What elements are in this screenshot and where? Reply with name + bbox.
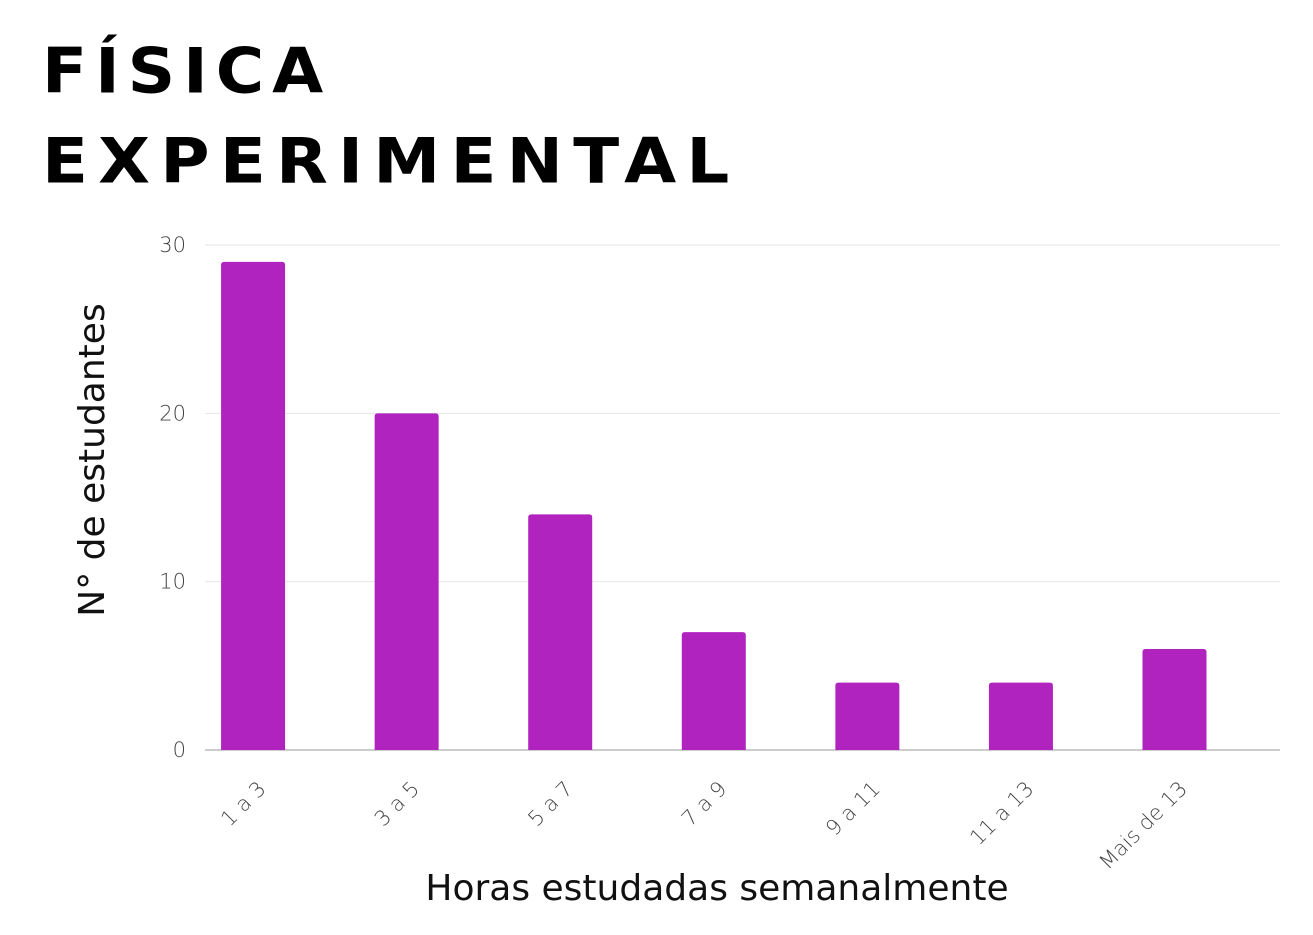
x-tick-label: 9 a 11 — [821, 777, 885, 841]
x-tick-labels: 1 a 3 3 a 5 5 a 7 7 a 9 9 a 11 11 a 13 Mais de… — [216, 777, 1192, 875]
x-tick-label: Mais de 13 — [1094, 777, 1192, 875]
chart-title-line-2: EXPERIMENTAL — [42, 124, 740, 198]
x-tick-label: 7 a 9 — [677, 777, 731, 831]
bar — [988, 682, 1053, 750]
y-tick-label: 0 — [173, 738, 186, 762]
x-tick-label: 1 a 3 — [216, 777, 270, 831]
y-tick-label: 20 — [159, 401, 186, 425]
y-tick-label: 10 — [159, 570, 186, 594]
bar — [835, 682, 900, 750]
y-axis-title: N° de estudantes — [72, 303, 113, 616]
bar — [221, 261, 286, 750]
chart-title-line-1: FÍSICA — [42, 34, 332, 108]
x-tick-label: 11 a 13 — [965, 777, 1038, 850]
y-tick-label: 30 — [159, 233, 186, 257]
bar — [374, 413, 439, 750]
x-tick-label: 5 a 7 — [523, 777, 577, 831]
bar — [528, 514, 593, 750]
bar — [1142, 649, 1207, 750]
y-tick-labels: 0 10 20 30 — [159, 233, 186, 762]
x-axis-title: Horas estudadas semanalmente — [425, 868, 1008, 909]
bars — [221, 261, 1207, 750]
bar — [681, 632, 746, 750]
x-tick-label: 3 a 5 — [370, 777, 424, 831]
